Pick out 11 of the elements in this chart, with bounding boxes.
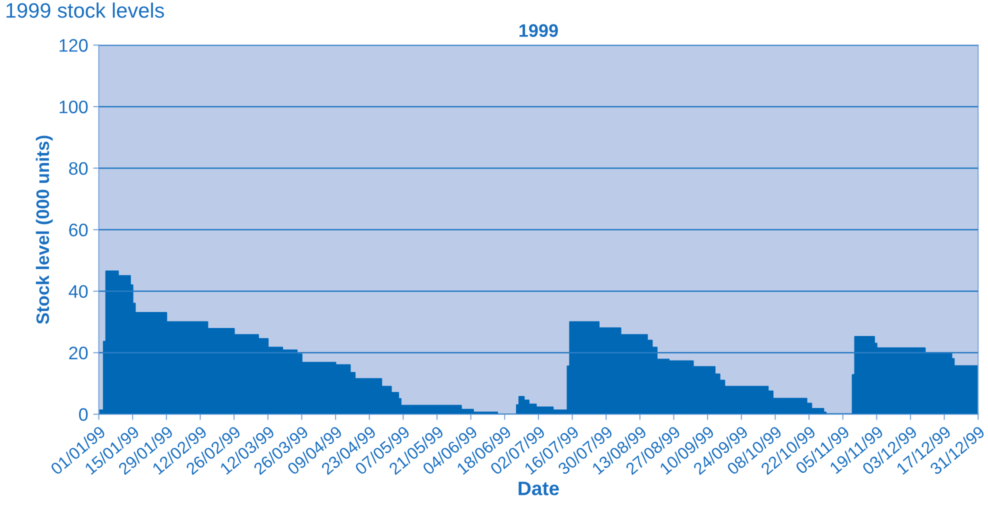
y-tick-label: 60 (69, 224, 88, 236)
y-axis-title: Stock level (000 units) (36, 136, 53, 324)
text: 1999 stock levels (6, 2, 164, 18)
y-tick-label: 100 (60, 100, 88, 114)
y-tick-label: 80 (69, 162, 88, 175)
y-tick-label: 40 (68, 285, 88, 298)
x-axis-title: Date (518, 482, 559, 496)
y-tick-label: 0 (79, 408, 88, 421)
chart-title: 1999 (520, 24, 558, 37)
y-tick-label: 120 (60, 39, 88, 52)
y-tick-label: 20 (69, 346, 88, 360)
